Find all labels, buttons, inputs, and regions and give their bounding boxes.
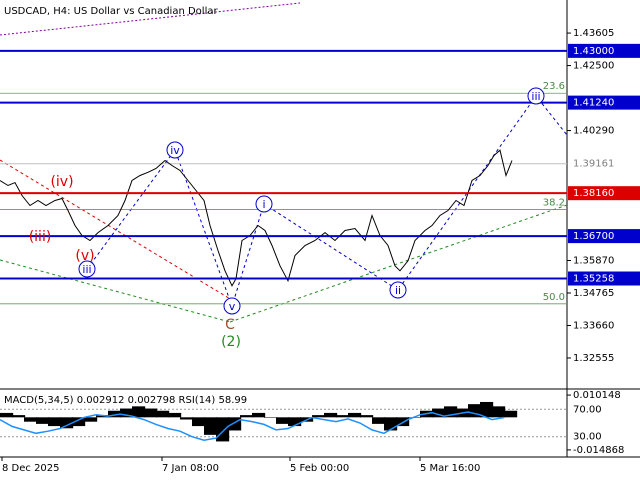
macd-bar (204, 417, 218, 435)
macd-bar (48, 417, 62, 427)
macd-bar (504, 410, 518, 418)
level-label: 1.35258 (573, 274, 614, 285)
wave-label: v (229, 300, 236, 313)
macd-bar (120, 408, 134, 418)
macd-bar (384, 417, 398, 431)
y-tick-label: 1.42500 (573, 61, 614, 72)
y-tick-label: 1.43605 (573, 28, 614, 39)
macd-bar (12, 415, 26, 418)
x-tick-label: 8 Dec 2025 (2, 463, 60, 474)
y-tick-label: 1.35870 (573, 256, 614, 267)
wave-label: (iii) (29, 229, 52, 245)
macd-bar (180, 417, 194, 420)
macd-bar (36, 417, 50, 424)
y-tick-label: 1.40290 (573, 126, 614, 137)
macd-bar (216, 417, 230, 442)
wave-label: (v) (75, 248, 94, 264)
macd-bar (480, 401, 494, 418)
macd-bar (336, 415, 350, 418)
y2-tick-label: 70.00 (573, 404, 602, 415)
macd-bar (492, 406, 506, 418)
level-label: 1.41240 (573, 98, 614, 109)
wave-label: iv (170, 144, 180, 157)
wave-label: iii (531, 90, 540, 103)
macd-bar (156, 410, 170, 418)
level-tag (568, 95, 640, 110)
wave-circle (389, 281, 407, 299)
wave-label: iii (82, 263, 91, 276)
macd-bar (264, 417, 278, 418)
macd-bar (252, 412, 266, 418)
macd-bar (84, 417, 98, 422)
wave-circle (223, 297, 241, 315)
fib-label: 23.6 (543, 81, 565, 92)
rsi-line (0, 411, 505, 441)
y2-tick-label: 30.00 (573, 432, 602, 443)
y-tick-label: 0.010148 (573, 390, 621, 401)
macd-bar (348, 412, 362, 418)
level-tag (568, 229, 640, 244)
macd-bar (192, 417, 206, 427)
macd-bar (312, 415, 326, 418)
level-label: 1.38160 (573, 188, 614, 199)
wave-label: ii (395, 284, 401, 297)
wave-label: C (225, 317, 235, 333)
macd-bar (0, 412, 14, 418)
current-price-label: 1.39161 (573, 159, 614, 170)
x-tick-label: 5 Feb 00:00 (290, 463, 349, 474)
x-tick-label: 5 Mar 16:00 (420, 463, 480, 474)
y-tick-label: 1.34765 (573, 288, 614, 299)
wave-label: i (262, 198, 265, 211)
macd-bar (432, 408, 446, 418)
indicator-title: MACD(5,34,5) 0.002912 0.002798 RSI(14) 5… (4, 395, 247, 406)
macd-bar (396, 417, 410, 427)
macd-bar (72, 417, 86, 427)
wave-circle (255, 195, 273, 213)
x-tick-label: 7 Jan 08:00 (162, 463, 219, 474)
macd-bar (144, 408, 158, 418)
macd-bar (372, 417, 386, 424)
wave-circle (78, 260, 96, 278)
level-tag (568, 271, 640, 286)
macd-bar (168, 412, 182, 418)
fib-label: 50.0 (543, 292, 565, 303)
macd-bar (240, 415, 254, 418)
macd-bar (60, 417, 74, 429)
level-tag (568, 43, 640, 58)
fib-label: 38.2 (543, 198, 565, 209)
macd-bar (24, 417, 38, 422)
y-tick-label: 1.32555 (573, 353, 614, 364)
wave-circle (166, 141, 184, 159)
macd-bar (324, 412, 338, 418)
y-tick-label: -0.014868 (573, 445, 624, 456)
macd-bar (108, 410, 122, 418)
wave-label: (2) (221, 334, 241, 350)
wave-circle (527, 87, 545, 105)
macd-bar (132, 406, 146, 418)
wave-label: (iv) (50, 174, 73, 190)
level-tag (568, 186, 640, 201)
level-label: 1.36700 (573, 231, 614, 242)
macd-bar (360, 415, 374, 418)
macd-bar (444, 406, 458, 418)
macd-bar (276, 417, 290, 424)
level-label: 1.43000 (573, 46, 614, 57)
y-tick-label: 1.33660 (573, 320, 614, 331)
chart-title: USDCAD, H4: US Dollar vs Canadian Dollar (4, 6, 218, 17)
macd-bar (288, 417, 302, 427)
trend-line (0, 259, 231, 323)
